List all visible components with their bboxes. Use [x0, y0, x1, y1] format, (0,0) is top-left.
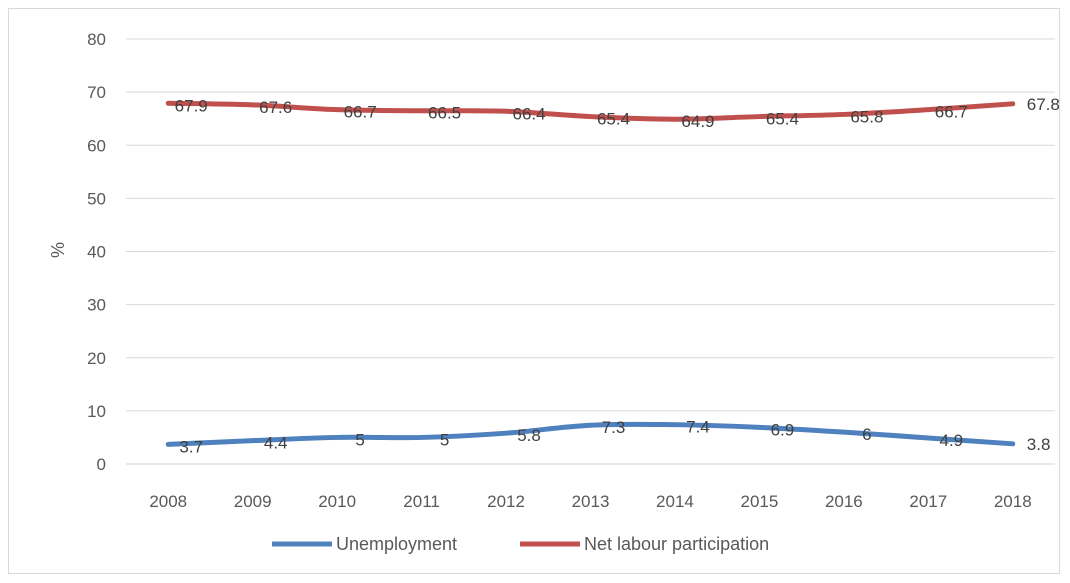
data-label: 6: [862, 425, 871, 444]
data-label: 67.8: [1027, 95, 1060, 114]
data-label: 6.9: [771, 420, 795, 439]
data-label: 66.4: [512, 104, 545, 123]
data-label: 65.8: [850, 107, 883, 126]
x-axis-ticks: 2008 2009 2010 2011 2012 2013 2014 2015 2016 2017…: [149, 492, 1031, 511]
data-label: 66.7: [935, 103, 968, 122]
data-label: 5: [355, 430, 364, 449]
data-label: 3.7: [179, 437, 203, 456]
y-tick-label: 20: [87, 349, 106, 368]
x-tick-label: 2016: [825, 492, 863, 511]
series-lines: [165, 100, 1016, 447]
data-labels: 3.7 4.4 5 5 5.8 7.3 7.4 6.9 6 4.9 3.867.9 67.6 66.7 6…: [175, 95, 1060, 457]
y-tick-label: 40: [87, 243, 106, 262]
x-tick-label: 2012: [487, 492, 525, 511]
y-tick-label: 60: [87, 136, 106, 155]
x-tick-label: 2018: [994, 492, 1032, 511]
y-axis-ticks: 0 10 20 30 40 50 60 70 80: [87, 30, 106, 474]
x-tick-label: 2008: [149, 492, 187, 511]
data-label: 65.4: [597, 110, 630, 129]
data-label: 7.3: [602, 418, 626, 437]
legend: Unemployment Net labour participation: [272, 534, 769, 554]
data-label: 4.4: [264, 434, 288, 453]
data-label: 5.8: [517, 426, 541, 445]
x-tick-label: 2017: [909, 492, 947, 511]
data-label: 4.9: [939, 431, 963, 450]
x-tick-label: 2013: [572, 492, 610, 511]
x-tick-label: 2009: [234, 492, 272, 511]
legend-label: Unemployment: [336, 534, 457, 554]
data-label: 7.4: [686, 418, 710, 437]
legend-label: Net labour participation: [584, 534, 769, 554]
y-tick-label: 70: [87, 83, 106, 102]
data-label: 3.8: [1027, 435, 1051, 454]
data-label: 65.4: [766, 110, 799, 129]
y-tick-label: 10: [87, 402, 106, 421]
y-axis-label: %: [48, 242, 68, 258]
net-labour-participation-line: [165, 100, 1016, 122]
y-tick-label: 0: [97, 455, 106, 474]
y-tick-label: 30: [87, 296, 106, 315]
x-tick-label: 2011: [403, 492, 440, 511]
y-tick-label: 50: [87, 189, 106, 208]
data-label: 5: [440, 430, 449, 449]
y-tick-label: 80: [87, 30, 106, 49]
x-tick-label: 2014: [656, 492, 694, 511]
x-tick-label: 2010: [318, 492, 356, 511]
data-label: 66.7: [344, 103, 377, 122]
unemployment-line: [165, 421, 1016, 447]
x-tick-label: 2015: [740, 492, 778, 511]
gridlines: [126, 38, 1055, 465]
data-label: 67.6: [259, 98, 292, 117]
data-label: 66.5: [428, 104, 461, 123]
data-label: 64.9: [681, 112, 714, 131]
data-label: 67.9: [175, 96, 208, 115]
